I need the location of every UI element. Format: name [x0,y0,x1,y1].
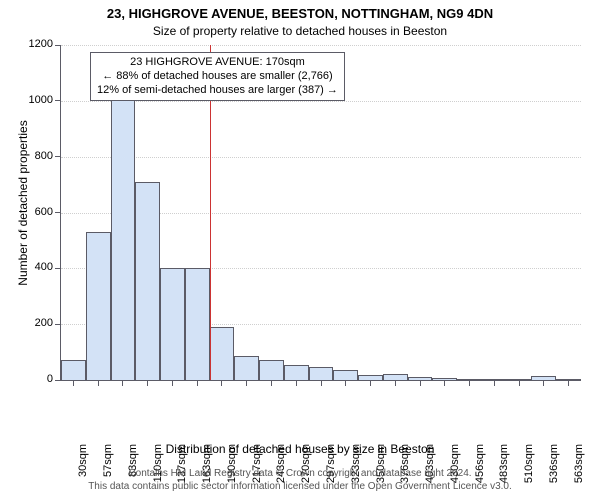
y-tick-label: 1200 [29,38,53,50]
histogram-bar [284,365,309,380]
annotation-line2: ← 88% of detached houses are smaller (2,… [97,70,338,84]
histogram-bar [210,327,235,380]
histogram-bar [259,360,284,380]
y-tick-label: 1000 [29,94,53,106]
title-main: 23, HIGHGROVE AVENUE, BEESTON, NOTTINGHA… [0,6,600,21]
footer-line2: This data contains public sector informa… [0,481,600,494]
histogram-bar [309,367,334,380]
y-axis-label: Number of detached properties [16,103,30,303]
footer: Contains HM Land Registry data © Crown c… [0,468,600,493]
histogram-bar [61,360,86,380]
y-tick-label: 800 [35,150,53,162]
chart-container: 23, HIGHGROVE AVENUE, BEESTON, NOTTINGHA… [0,0,600,500]
y-tick-label: 400 [35,261,53,273]
histogram-bar [160,268,185,380]
histogram-bar [135,182,160,380]
annotation-line1: 23 HIGHGROVE AVENUE: 170sqm [97,56,338,70]
histogram-bar [111,95,136,380]
gridline [61,45,581,46]
title-sub: Size of property relative to detached ho… [0,24,600,38]
histogram-bar [234,356,259,380]
y-tick-label: 600 [35,206,53,218]
histogram-bar [333,370,358,380]
annotation-line3: 12% of semi-detached houses are larger (… [97,84,338,98]
histogram-bar [185,268,210,380]
y-tick-label: 0 [47,373,53,385]
footer-line1: Contains HM Land Registry data © Crown c… [0,468,600,481]
gridline [61,157,581,158]
x-axis-label: Distribution of detached houses by size … [0,442,600,456]
reference-annotation: 23 HIGHGROVE AVENUE: 170sqm ← 88% of det… [90,52,345,101]
histogram-bar [86,232,111,380]
y-tick-label: 200 [35,317,53,329]
